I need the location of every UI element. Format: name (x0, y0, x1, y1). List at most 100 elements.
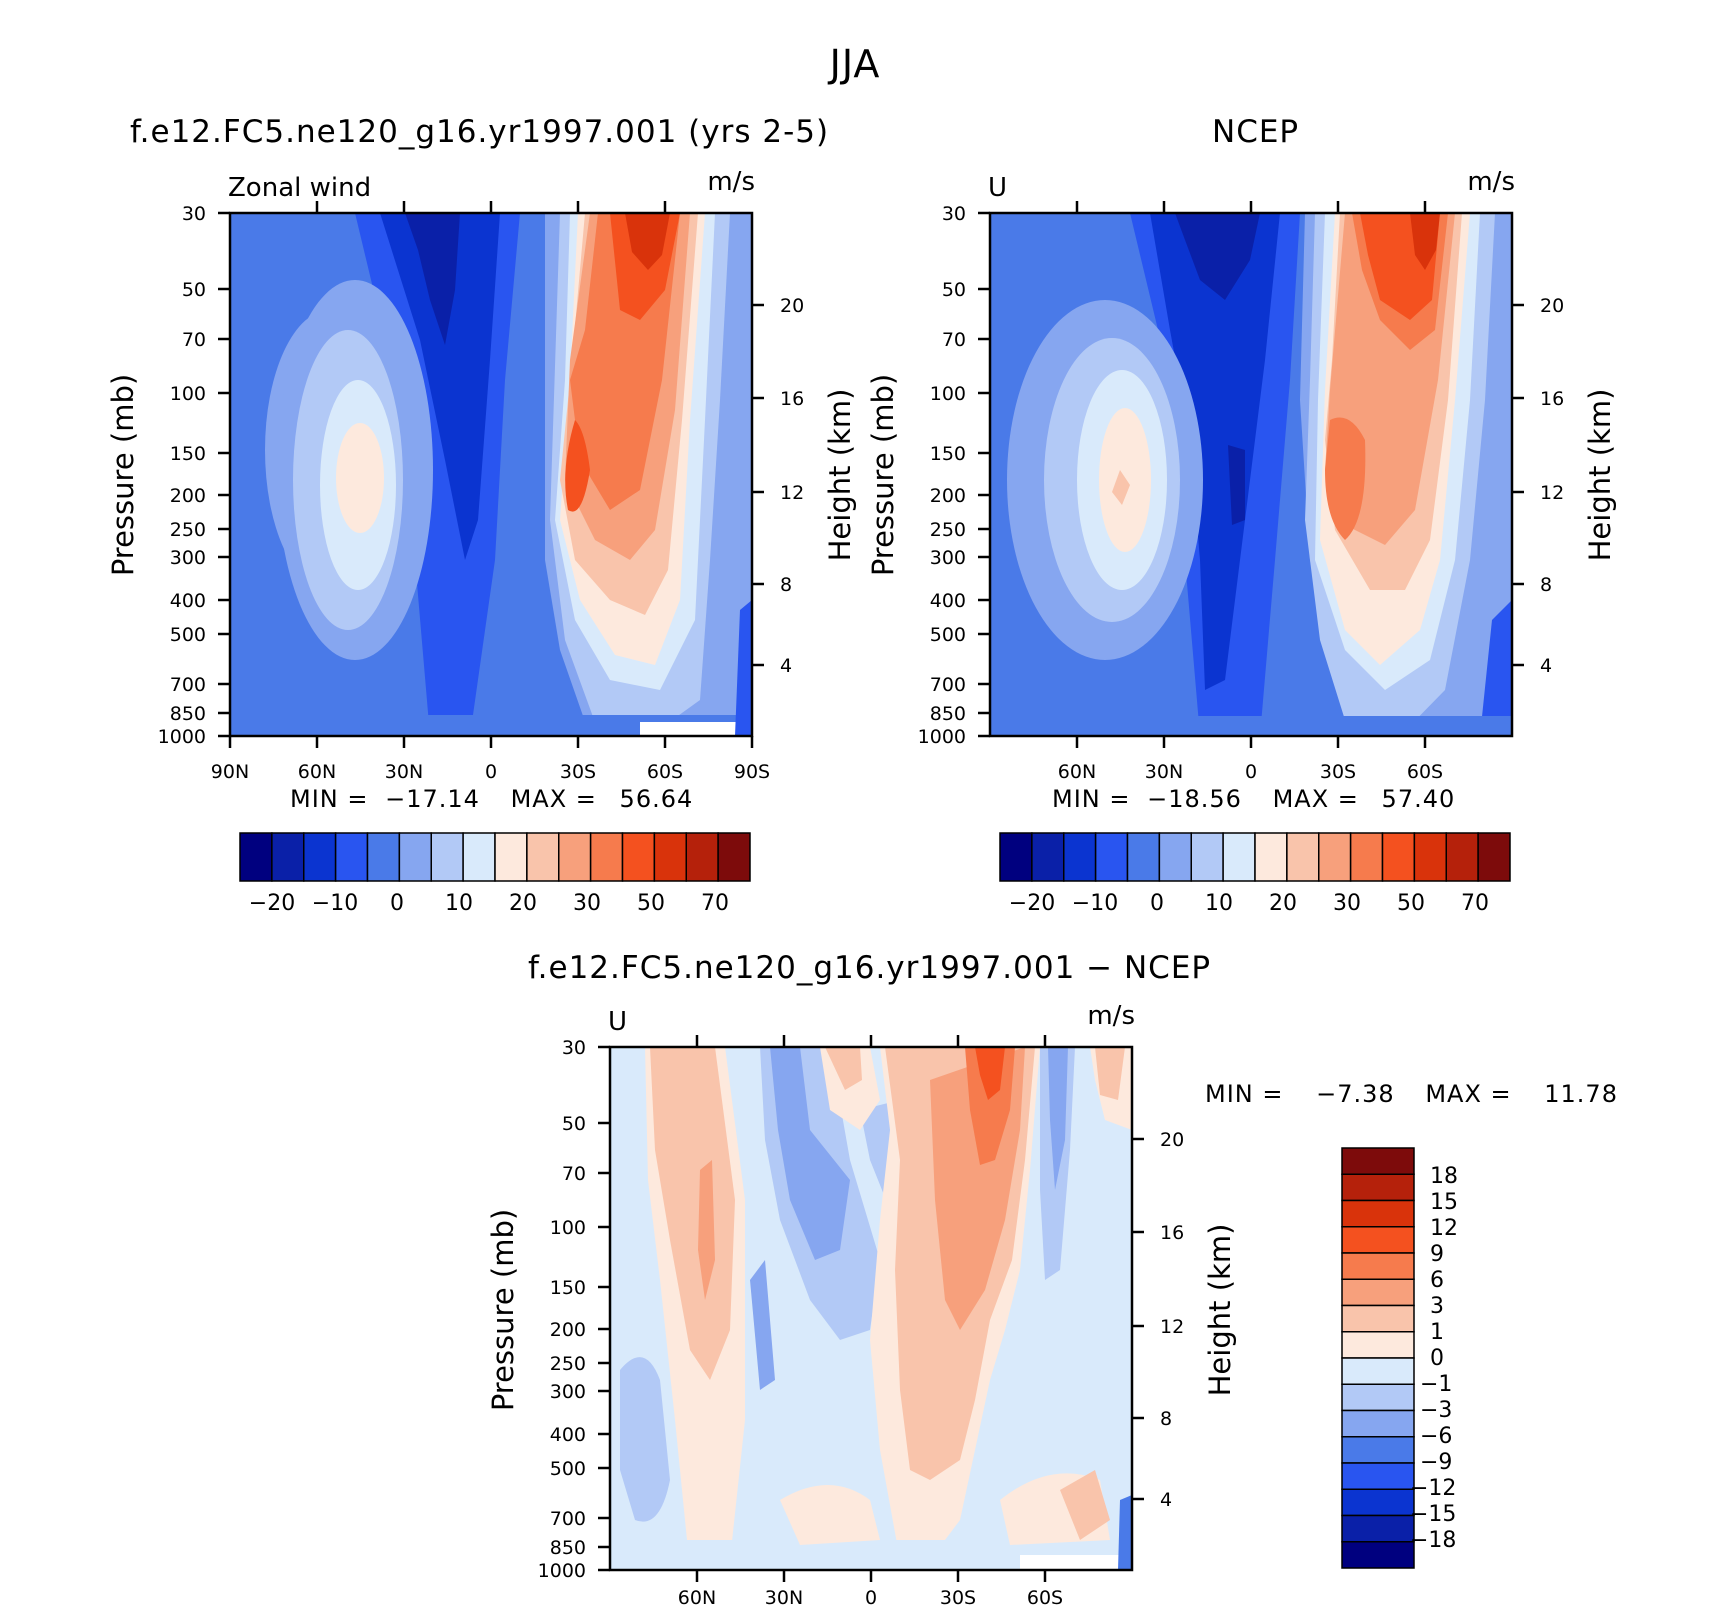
ncep-ytick: 1000 (918, 726, 966, 748)
diff-cb-label: 6 (1430, 1268, 1444, 1293)
ncep-ytick: 300 (930, 547, 966, 569)
diff-min-label: MIN = (1205, 1080, 1284, 1108)
model-y2tick: 8 (780, 574, 792, 596)
model-colorbar-swatch (717, 832, 751, 882)
model-axis-ticks (218, 201, 764, 748)
ncep-colorbar-labels: −20 −10 0 10 20 30 50 70 (1009, 891, 1489, 916)
model-colorbar (239, 832, 751, 882)
ncep-cb-label: 30 (1333, 891, 1361, 916)
diff-colorbar-swatch (1341, 1226, 1415, 1254)
model-y2tick: 12 (780, 482, 804, 504)
ncep-colorbar-swatch (1094, 832, 1129, 882)
ncep-max-value: 57.40 (1381, 785, 1456, 813)
ncep-colorbar-swatch (1381, 832, 1416, 882)
ncep-colorbar-swatch (1158, 832, 1192, 882)
model-colorbar-swatch (653, 832, 687, 882)
model-colorbar-swatch (303, 832, 337, 882)
model-colorbar-swatch (621, 832, 656, 882)
ncep-min-label: MIN = (1052, 785, 1131, 813)
diff-y2tick: 4 (1160, 1489, 1172, 1511)
model-panel-title: f.e12.FC5.ne120_g16.yr1997.001 (yrs 2-5) (130, 114, 830, 150)
ncep-cb-label: 20 (1269, 891, 1297, 916)
model-ylabel: Pressure (mb) (106, 374, 140, 576)
ncep-colorbar-swatch (1031, 832, 1065, 882)
model-cb-label: 0 (390, 891, 404, 916)
diff-cb-label: 9 (1430, 1242, 1444, 1267)
ncep-colorbar-swatch (1477, 832, 1511, 882)
diff-colorbar-labels: 18 15 12 9 6 3 1 0 −1 −3 −6 −9 −12 −15 −… (1410, 1164, 1458, 1553)
diff-colorbar-swatch (1341, 1199, 1415, 1228)
model-colorbar-swatch (589, 832, 624, 882)
diff-colorbar-swatch (1341, 1173, 1415, 1202)
diff-panel-title: f.e12.FC5.ne120_g16.yr1997.001 − NCEP (528, 950, 1212, 986)
diff-colorbar-swatch (1341, 1436, 1415, 1464)
diff-left-string: U (608, 1007, 627, 1037)
diff-minmax: MIN = −7.38 MAX = 11.78 (1205, 1080, 1618, 1108)
model-colorbar-swatch (685, 832, 719, 882)
diff-max-label: MAX = (1425, 1080, 1512, 1108)
ncep-y2tick: 8 (1540, 574, 1552, 596)
ncep-y2tick: 12 (1540, 482, 1564, 504)
diff-colorbar-swatch (1341, 1514, 1415, 1543)
model-y2tick: 16 (780, 388, 804, 410)
diff-cb-label: 1 (1430, 1320, 1444, 1345)
diff-min-value: −7.38 (1316, 1080, 1395, 1108)
ncep-colorbar-swatch (1222, 832, 1256, 882)
model-xtick: 90S (734, 761, 770, 783)
diff-xtick: 0 (865, 1587, 877, 1609)
diff-colorbar-swatch (1341, 1462, 1415, 1490)
diff-cb-label: −1 (1420, 1372, 1452, 1397)
diff-cb-label: −18 (1410, 1528, 1456, 1553)
ncep-ytick: 500 (930, 624, 966, 646)
model-ytick: 50 (182, 279, 206, 301)
diff-ytick: 1000 (538, 1560, 586, 1582)
diff-xtick: 30N (765, 1587, 803, 1609)
diff-colorbar-swatch (1341, 1331, 1415, 1359)
model-cb-label: −10 (312, 891, 358, 916)
ncep-panel-title: NCEP (1212, 114, 1300, 150)
model-min-label: MIN = (290, 785, 369, 813)
diff-ytick: 30 (562, 1037, 586, 1059)
ncep-xtick: 60N (1058, 761, 1096, 783)
model-cb-label: 50 (637, 891, 665, 916)
model-y2tick: 20 (780, 295, 804, 317)
ncep-contour-plot (990, 213, 1512, 736)
ncep-colorbar-swatch (1254, 832, 1288, 882)
ncep-y2label: Height (km) (1583, 389, 1617, 562)
model-colorbar-swatch (558, 832, 592, 882)
ncep-y2tick: 20 (1540, 295, 1564, 317)
figure-title: JJA (829, 42, 881, 86)
model-xtick: 60N (298, 761, 336, 783)
model-colorbar-swatch (398, 832, 432, 882)
model-colorbar-swatch (430, 832, 464, 882)
ncep-ylabel: Pressure (mb) (866, 374, 900, 576)
ncep-cb-label: 70 (1461, 891, 1489, 916)
model-xtick: 0 (485, 761, 497, 783)
ncep-max-label: MAX = (1272, 785, 1359, 813)
model-cb-label: −20 (249, 891, 295, 916)
ncep-y2tick: 16 (1540, 388, 1564, 410)
ncep-cb-label: −10 (1072, 891, 1118, 916)
diff-y2tick: 20 (1160, 1129, 1184, 1151)
diff-ytick: 500 (550, 1458, 586, 1480)
ncep-colorbar-swatch (1190, 832, 1224, 882)
ncep-cb-label: 50 (1397, 891, 1425, 916)
ncep-colorbar (999, 832, 1511, 882)
diff-y2tick: 8 (1160, 1408, 1172, 1430)
model-colorbar-swatch (271, 832, 305, 882)
diff-ytick: 200 (550, 1319, 586, 1341)
diff-ytick: 300 (550, 1381, 586, 1403)
model-cb-label: 20 (509, 891, 537, 916)
diff-cb-label: 0 (1430, 1346, 1444, 1371)
model-colorbar-swatch (366, 832, 401, 882)
diff-ytick: 70 (562, 1163, 586, 1185)
ncep-ytick: 250 (930, 519, 966, 541)
model-max-label: MAX = (510, 785, 597, 813)
diff-colorbar-swatch (1341, 1409, 1415, 1438)
diff-y2tick: 12 (1160, 1316, 1184, 1338)
diff-xtick: 30S (940, 1587, 976, 1609)
diff-cb-label: 12 (1430, 1216, 1458, 1241)
diff-ytick: 700 (550, 1508, 586, 1530)
diff-colorbar-swatch (1341, 1147, 1415, 1175)
diff-ytick: 50 (562, 1113, 586, 1135)
